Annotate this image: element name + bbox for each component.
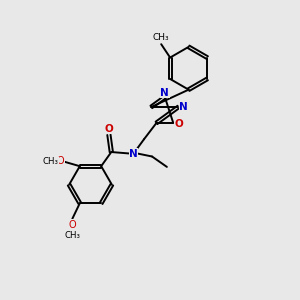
Text: CH₃: CH₃ [64, 231, 80, 240]
Text: N: N [179, 102, 188, 112]
Text: O: O [68, 220, 76, 230]
Text: N: N [129, 148, 138, 158]
Text: CH₃: CH₃ [153, 33, 169, 42]
Text: N: N [160, 88, 169, 98]
Text: CH₃: CH₃ [42, 157, 58, 166]
Text: O: O [57, 156, 64, 167]
Text: O: O [174, 119, 183, 129]
Text: O: O [104, 124, 113, 134]
